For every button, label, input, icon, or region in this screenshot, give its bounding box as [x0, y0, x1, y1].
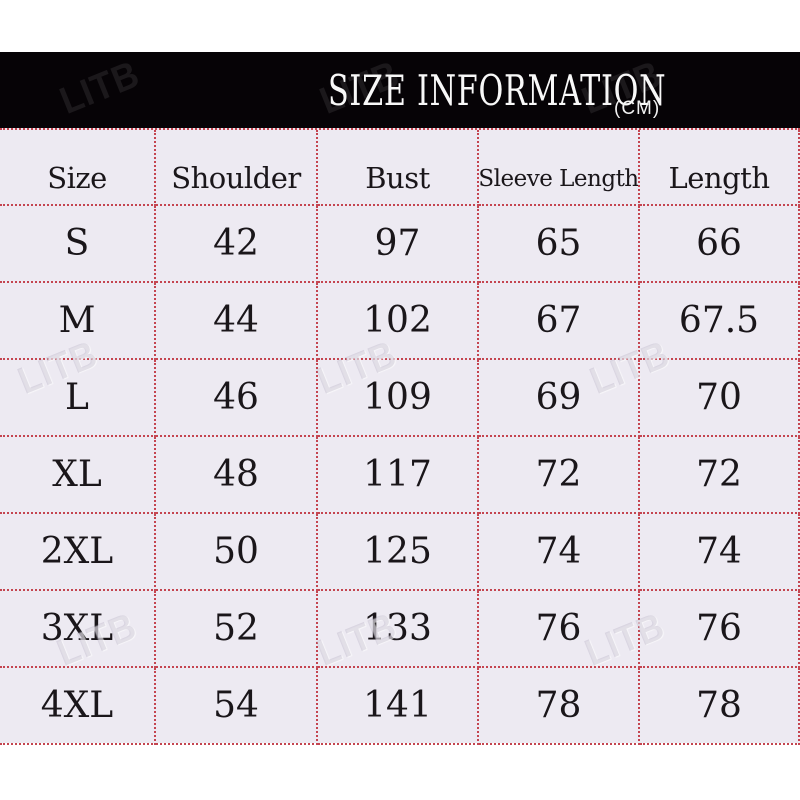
unit-label: (CM) [614, 98, 661, 119]
column-header-sleeve-length: Sleeve Length [479, 130, 640, 206]
cell-shoulder: 42 [156, 206, 318, 283]
page-title: SIZE INFORMATION [328, 66, 667, 115]
cell-bust: 109 [318, 360, 479, 437]
cell-bust: 97 [318, 206, 479, 283]
cell-sleeve-length: 69 [479, 360, 640, 437]
column-header-size: Size [0, 130, 156, 206]
cell-length: 66 [640, 206, 800, 283]
cell-shoulder: 54 [156, 668, 318, 745]
cell-sleeve-length: 72 [479, 437, 640, 514]
title-bar: SIZE INFORMATION (CM) [0, 52, 800, 128]
cell-shoulder: 50 [156, 514, 318, 591]
column-header-bust: Bust [318, 130, 479, 206]
cell-size: 3XL [0, 591, 156, 668]
cell-shoulder: 44 [156, 283, 318, 360]
cell-bust: 117 [318, 437, 479, 514]
cell-size: 4XL [0, 668, 156, 745]
cell-length: 70 [640, 360, 800, 437]
cell-length: 78 [640, 668, 800, 745]
cell-sleeve-length: 76 [479, 591, 640, 668]
cell-length: 76 [640, 591, 800, 668]
size-table: Size Shoulder Bust Sleeve Length Length … [0, 128, 800, 745]
cell-length: 72 [640, 437, 800, 514]
cell-sleeve-length: 67 [479, 283, 640, 360]
cell-sleeve-length: 74 [479, 514, 640, 591]
cell-size: XL [0, 437, 156, 514]
cell-bust: 125 [318, 514, 479, 591]
cell-length: 74 [640, 514, 800, 591]
column-header-length: Length [640, 130, 800, 206]
cell-size: 2XL [0, 514, 156, 591]
cell-size: S [0, 206, 156, 283]
cell-shoulder: 52 [156, 591, 318, 668]
cell-sleeve-length: 65 [479, 206, 640, 283]
cell-bust: 141 [318, 668, 479, 745]
cell-length: 67.5 [640, 283, 800, 360]
cell-size: L [0, 360, 156, 437]
cell-shoulder: 46 [156, 360, 318, 437]
cell-size: M [0, 283, 156, 360]
cell-sleeve-length: 78 [479, 668, 640, 745]
column-header-shoulder: Shoulder [156, 130, 318, 206]
cell-bust: 102 [318, 283, 479, 360]
cell-bust: 133 [318, 591, 479, 668]
cell-shoulder: 48 [156, 437, 318, 514]
